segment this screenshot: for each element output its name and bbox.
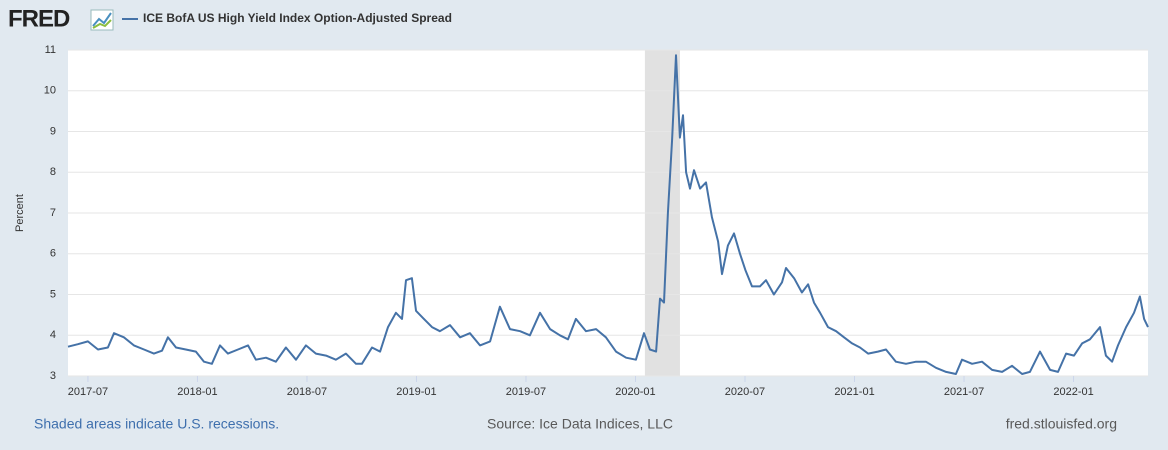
y-tick-label: 5 [50,288,56,300]
x-tick-label: 2019-01 [396,386,436,398]
x-tick-label: 2020-01 [615,386,655,398]
y-tick-label: 4 [50,329,56,341]
y-tick-label: 10 [44,85,56,97]
y-tick-label: 7 [50,207,56,219]
series-line [67,54,1149,375]
x-tick-label: 2021-01 [834,386,874,398]
y-tick-label: 8 [50,166,56,178]
x-tick-label: 2017-07 [68,386,108,398]
y-axis-label: Percent [14,194,26,232]
x-tick-label: 2022-01 [1053,386,1093,398]
x-tick-label: 2018-07 [287,386,327,398]
logo-icon [90,9,114,31]
legend-label: ICE BofA US High Yield Index Option-Adju… [143,11,452,25]
x-tick-label: 2018-01 [177,386,217,398]
x-tick-label: 2020-07 [725,386,765,398]
y-tick-label: 6 [50,248,56,260]
footer-source: Source: Ice Data Indices, LLC [487,416,673,432]
y-tick-label: 11 [45,44,56,56]
x-tick-label: 2021-07 [944,386,984,398]
x-tick-label: 2019-07 [506,386,546,398]
footer-note: Shaded areas indicate U.S. recessions. [34,416,279,432]
logo: FRED [8,5,70,32]
footer-site: fred.stlouisfed.org [1006,416,1117,432]
y-tick-label: 3 [50,370,56,382]
y-tick-label: 9 [50,125,56,137]
